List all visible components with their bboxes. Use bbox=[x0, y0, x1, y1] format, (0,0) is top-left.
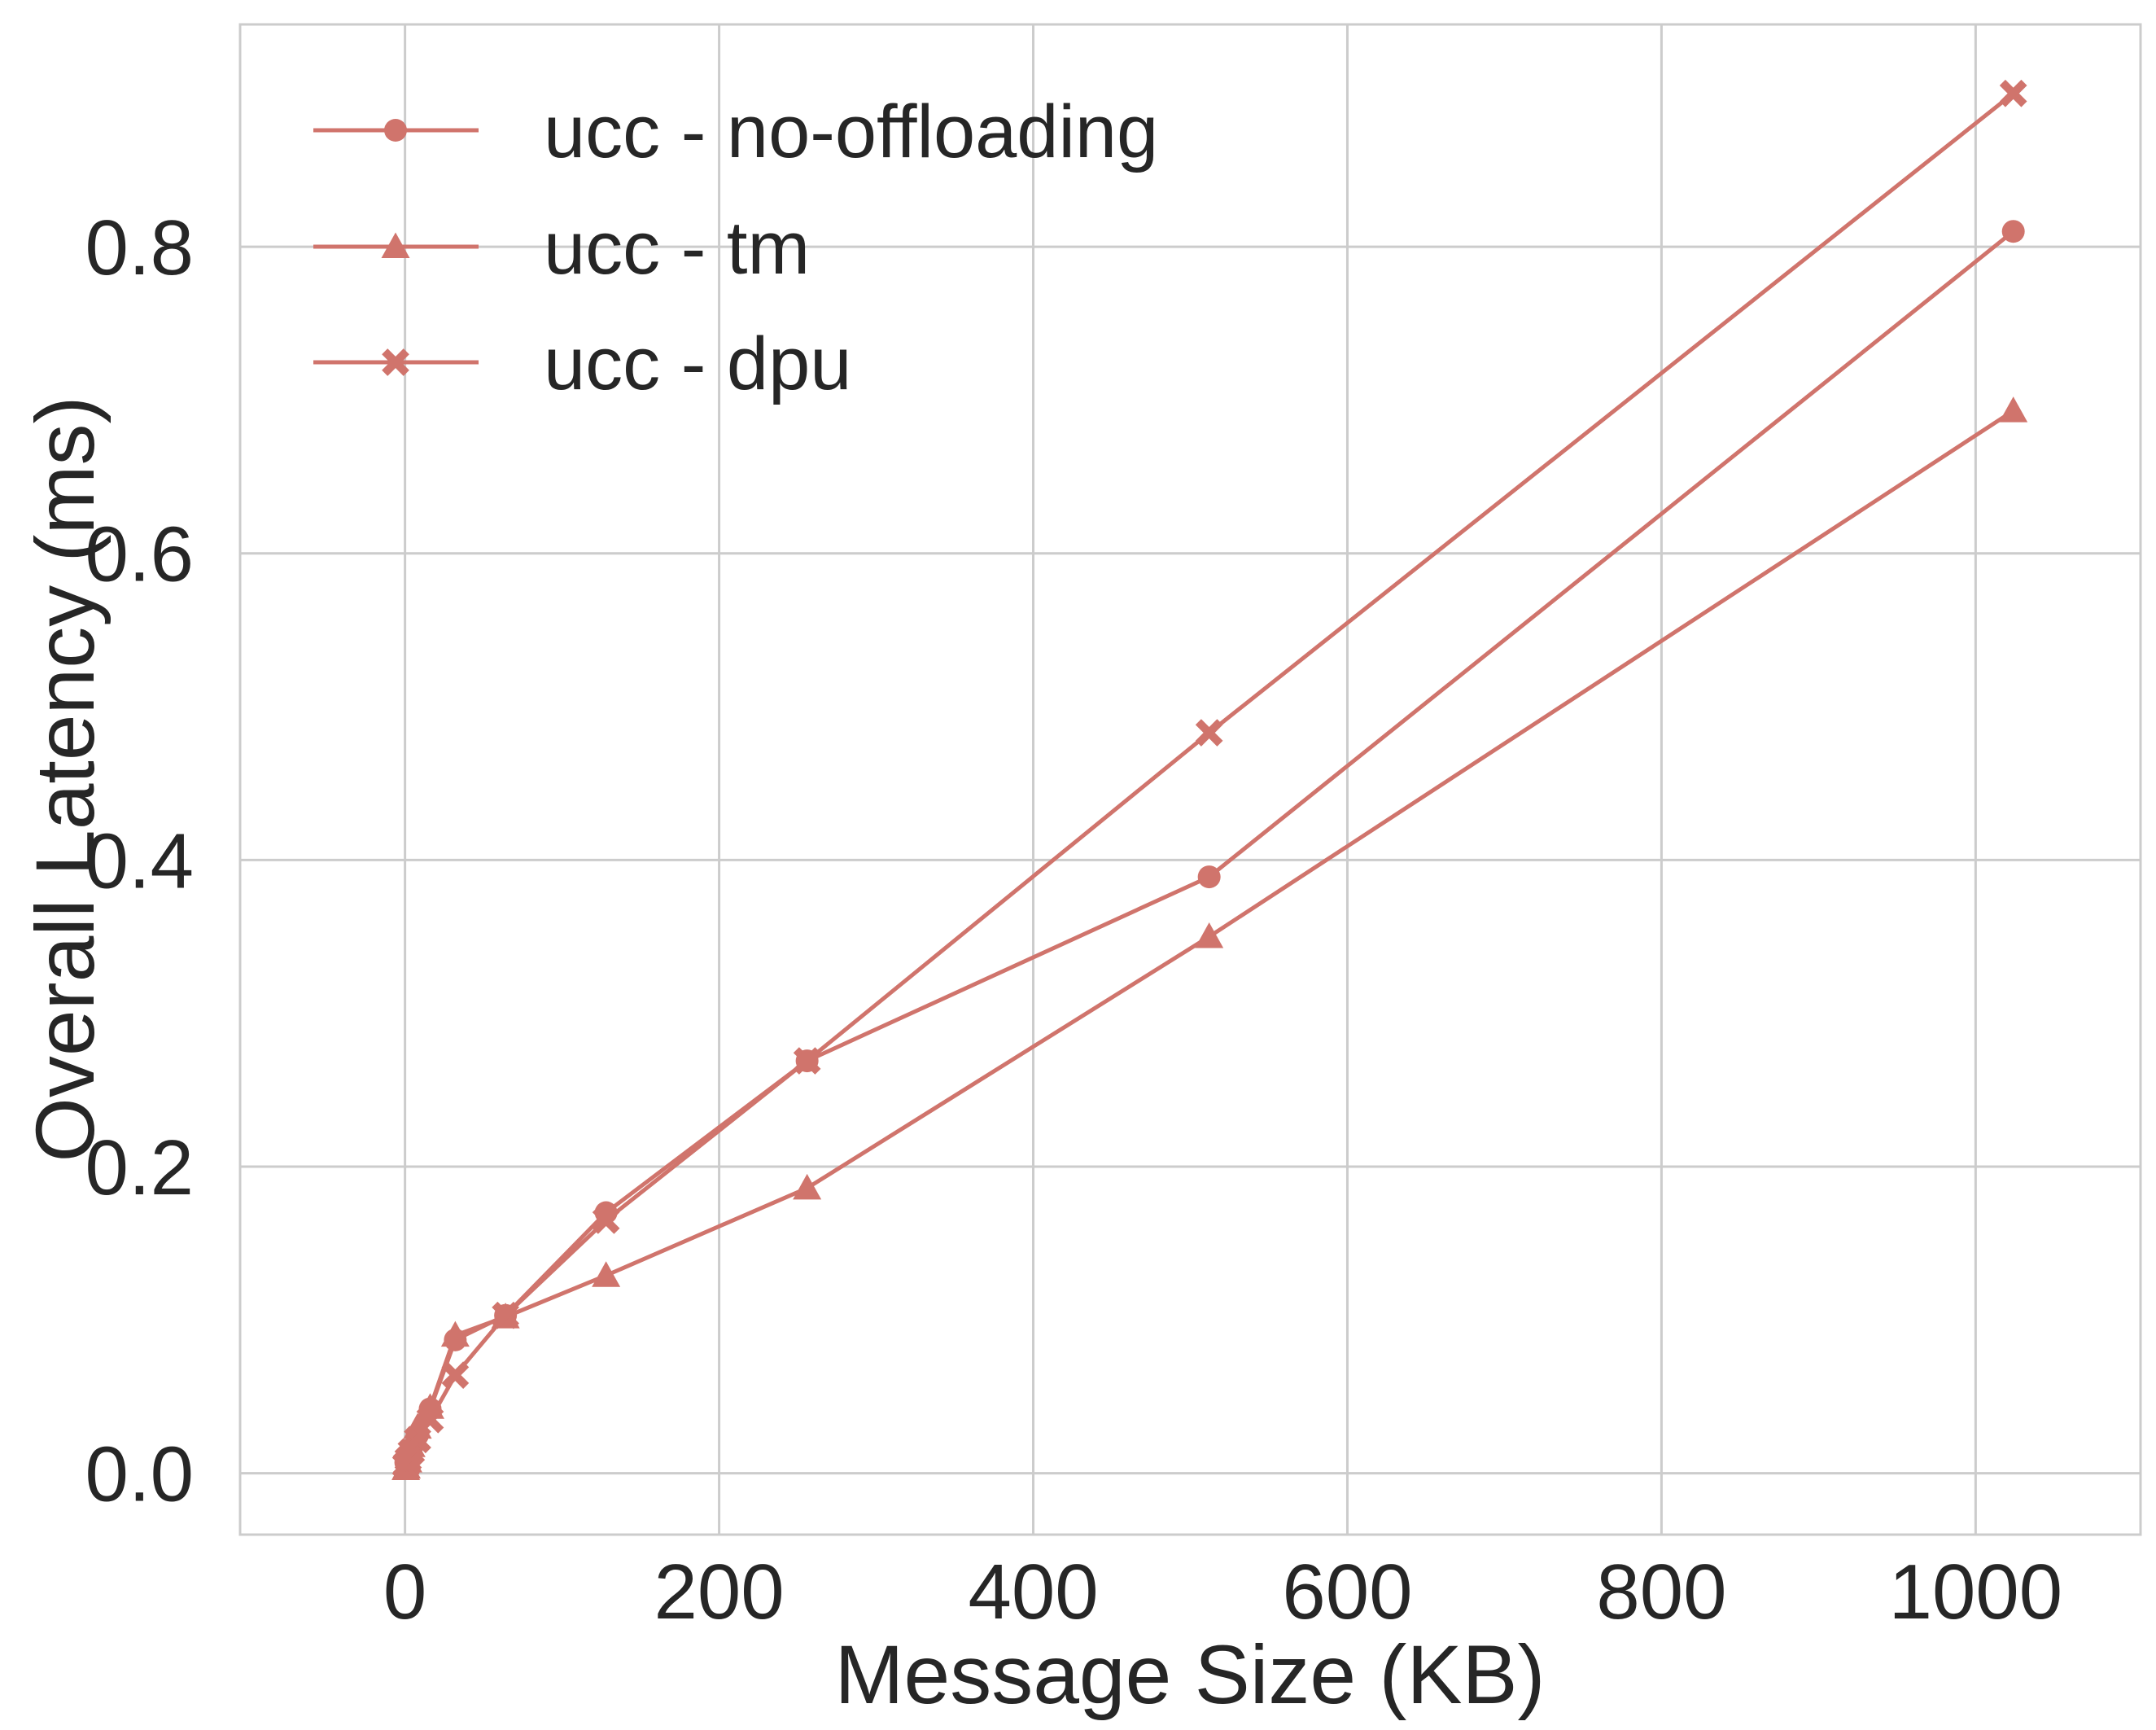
legend-entry: ucc - no-offloading bbox=[313, 90, 1158, 173]
legend: ucc - no-offloading ucc - tm ucc - dpu bbox=[313, 90, 1158, 405]
x-tick-label: 600 bbox=[1282, 1548, 1412, 1636]
x-tick-label: 400 bbox=[968, 1548, 1098, 1636]
series-x bbox=[391, 79, 2027, 1480]
x-tick-label: 800 bbox=[1596, 1548, 1726, 1636]
x-tick-label: 200 bbox=[654, 1548, 784, 1636]
series-triangle bbox=[391, 396, 2028, 1481]
x-tick-label: 1000 bbox=[1889, 1548, 2063, 1636]
data-point-triangle bbox=[793, 1173, 822, 1200]
data-point-x bbox=[592, 1207, 620, 1234]
x-axis-label: Message Size (KB) bbox=[835, 1628, 1546, 1721]
data-point-x bbox=[492, 1301, 519, 1329]
data-point-circle bbox=[384, 119, 407, 142]
series-circle bbox=[394, 220, 2025, 1474]
legend-entry: ucc - dpu bbox=[313, 322, 851, 405]
data-point-x bbox=[416, 1405, 444, 1434]
y-tick-label: 0.4 bbox=[85, 817, 194, 904]
x-tick-label: 0 bbox=[383, 1548, 426, 1636]
data-point-triangle bbox=[1999, 396, 2028, 423]
plot-frame bbox=[238, 23, 2142, 1536]
data-point-triangle bbox=[440, 1320, 470, 1347]
data-point-x bbox=[441, 1361, 470, 1389]
legend-entry: ucc - tm bbox=[313, 207, 810, 290]
data-point-x bbox=[1195, 719, 1223, 747]
y-axis-label: Overall Latency (ms) bbox=[19, 396, 112, 1163]
y-tick-label: 0.6 bbox=[85, 511, 194, 598]
series-group bbox=[391, 79, 2028, 1481]
data-point-x bbox=[793, 1047, 821, 1075]
legend-label: ucc - tm bbox=[544, 207, 810, 290]
y-tick-labels: 0.0 0.2 0.4 0.6 0.8 bbox=[85, 204, 194, 1518]
y-tick-label: 0.2 bbox=[85, 1124, 194, 1211]
legend-label: ucc - dpu bbox=[544, 322, 851, 405]
data-point-triangle bbox=[381, 232, 410, 258]
data-point-x bbox=[382, 348, 409, 376]
y-tick-label: 0.8 bbox=[85, 204, 194, 291]
series-line bbox=[404, 230, 2015, 1464]
data-point-x bbox=[1999, 79, 2027, 107]
data-point-triangle bbox=[1195, 922, 1224, 948]
data-point-circle bbox=[2001, 220, 2025, 243]
legend-label: ucc - no-offloading bbox=[544, 90, 1158, 173]
y-tick-label: 0.0 bbox=[85, 1431, 194, 1518]
grid-lines bbox=[240, 24, 2141, 1535]
data-point-x bbox=[404, 1426, 431, 1454]
data-point-triangle bbox=[592, 1261, 621, 1287]
data-point-circle bbox=[1197, 865, 1221, 889]
x-tick-labels: 0 200 400 600 800 1000 bbox=[383, 1548, 2062, 1636]
